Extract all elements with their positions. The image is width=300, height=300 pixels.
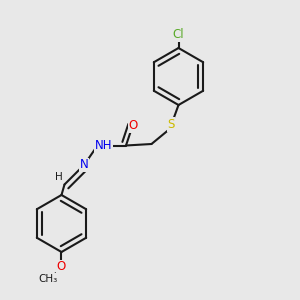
Text: O: O [129, 119, 138, 133]
Text: Cl: Cl [173, 28, 184, 41]
Text: S: S [167, 118, 175, 131]
Text: O: O [57, 260, 66, 274]
Text: N: N [80, 158, 88, 172]
Text: H: H [55, 172, 63, 182]
Text: NH: NH [95, 139, 112, 152]
Text: CH₃: CH₃ [38, 274, 58, 284]
